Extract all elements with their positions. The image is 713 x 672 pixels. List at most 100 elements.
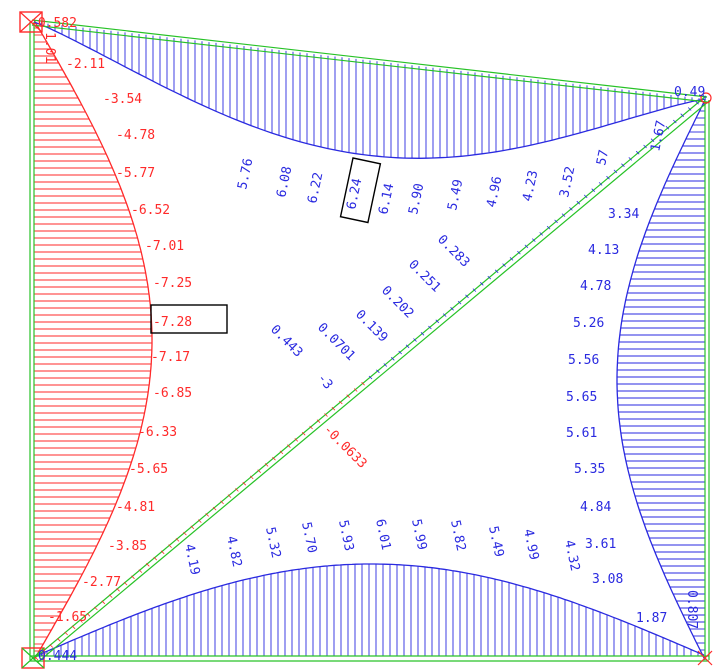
hatch-line	[131, 575, 135, 580]
left-member-label: -2.11	[66, 57, 105, 72]
hatch-line	[57, 638, 61, 642]
bottom-member-label: 5.82	[447, 519, 468, 553]
top-member-label: 1.67	[648, 119, 669, 153]
hatch-line	[64, 631, 68, 636]
diagonal-member	[35, 95, 707, 658]
hatch-line	[546, 225, 551, 230]
bottom-envelope	[35, 563, 705, 657]
hatch-line	[539, 232, 543, 236]
top-envelope	[33, 21, 707, 159]
hatch-line	[442, 313, 447, 317]
left-member-label: -6.85	[153, 386, 192, 401]
bottom-member-label: 4.99	[520, 528, 541, 562]
hatch-line	[101, 600, 106, 605]
hatch-line	[450, 307, 454, 311]
hatch-line	[420, 332, 425, 336]
hatch-line	[428, 325, 432, 330]
hatch-line	[49, 644, 54, 648]
hatch-line	[569, 207, 573, 211]
right-member-label: 4.78	[580, 279, 611, 294]
left-member-label: -7.17	[151, 350, 190, 365]
bottom-member-label: 5.32	[262, 526, 283, 560]
hatch-line	[673, 119, 677, 124]
top-max-box	[339, 157, 382, 224]
hatch-line	[502, 263, 506, 267]
hatch-line	[361, 381, 365, 386]
diagonal-member-label: 0.139	[352, 307, 390, 345]
right-member-label: 3.61	[585, 537, 616, 552]
bottom-member-labels: 4.19 4.82 5.32 5.70 5.93 6.01 5.99 5.82 5.49 4.99…	[181, 518, 582, 577]
diagonal-near-label: -3	[314, 371, 336, 393]
hatch-line	[353, 388, 358, 392]
top-right-end-label: 0.49	[674, 85, 705, 100]
hatch-line	[524, 244, 529, 249]
hatch-line	[665, 125, 670, 130]
top-member-label: 6.22	[305, 171, 326, 205]
hatch-line	[561, 213, 566, 217]
right-member-label: 5.26	[573, 316, 604, 331]
hatch-line	[331, 406, 336, 411]
hatch-line	[339, 400, 343, 405]
hatch-line	[301, 431, 306, 436]
right-member-label: 4.13	[588, 243, 619, 258]
hatch-line	[108, 594, 113, 598]
support-top-left	[19, 11, 43, 33]
right-member-label: 5.56	[568, 353, 599, 368]
hatch-line	[212, 506, 217, 511]
hatch-line	[465, 294, 469, 299]
hatch-line	[398, 350, 402, 355]
right-member-label: 4.84	[580, 500, 611, 515]
top-member-inner	[31, 24, 708, 103]
top-member-label: 5.90	[406, 182, 427, 216]
hatch-line	[658, 132, 662, 136]
right-member-label: 5.61	[566, 426, 597, 441]
support-bottom-left	[21, 647, 45, 669]
hatch-line	[71, 625, 76, 630]
left-member-label: -3.85	[108, 539, 147, 554]
top-member-label: 3.52	[557, 165, 578, 199]
hatch-line	[198, 519, 202, 523]
hatch-line	[294, 438, 299, 442]
hatch-line	[227, 494, 232, 498]
hatch-line	[606, 175, 610, 180]
hatch-line	[94, 606, 98, 611]
frame-members	[29, 19, 710, 663]
left-member-label: -7.25	[153, 276, 192, 291]
left-member-label: -3.54	[103, 92, 142, 107]
hatch-line	[242, 481, 247, 486]
top-member-label: 5.49	[445, 178, 466, 212]
left-member-diagram	[33, 19, 153, 661]
hatch-line	[413, 338, 417, 342]
diagonal-member-label: 0.443	[267, 322, 305, 360]
hatch-line	[249, 475, 254, 480]
bottom-member-label: 6.01	[372, 518, 393, 552]
top-member-diagram	[33, 21, 707, 159]
left-member-label: -4.78	[116, 128, 155, 143]
hatch-line	[146, 563, 150, 567]
hatch-line	[376, 369, 380, 374]
bottom-member-label: 5.49	[485, 525, 506, 559]
left-member-label: -6.52	[131, 203, 170, 218]
hatch-line	[138, 569, 143, 573]
hatch-line	[86, 613, 91, 617]
hatch-line	[598, 182, 603, 186]
hatch-line	[635, 150, 640, 155]
hatch-line	[613, 169, 618, 174]
support-right-bottom	[697, 650, 713, 666]
left-member-label: -7.01	[145, 239, 184, 254]
hatch-line	[190, 525, 195, 530]
left-member-label: -5.65	[129, 462, 168, 477]
top-member-label: 6.24	[344, 177, 365, 211]
hatch-line	[405, 344, 410, 349]
hatch-line	[220, 500, 224, 505]
right-member-label: 1.87	[636, 611, 667, 626]
diagonal-member-inner	[37, 100, 710, 663]
hatch-line	[687, 107, 692, 111]
left-envelope	[33, 19, 153, 661]
right-member-label: 5.65	[566, 390, 597, 405]
hatch-line	[487, 275, 492, 280]
hatch-line	[576, 200, 581, 205]
top-member-label: 4.23	[520, 169, 541, 203]
hatch-line	[517, 250, 521, 255]
